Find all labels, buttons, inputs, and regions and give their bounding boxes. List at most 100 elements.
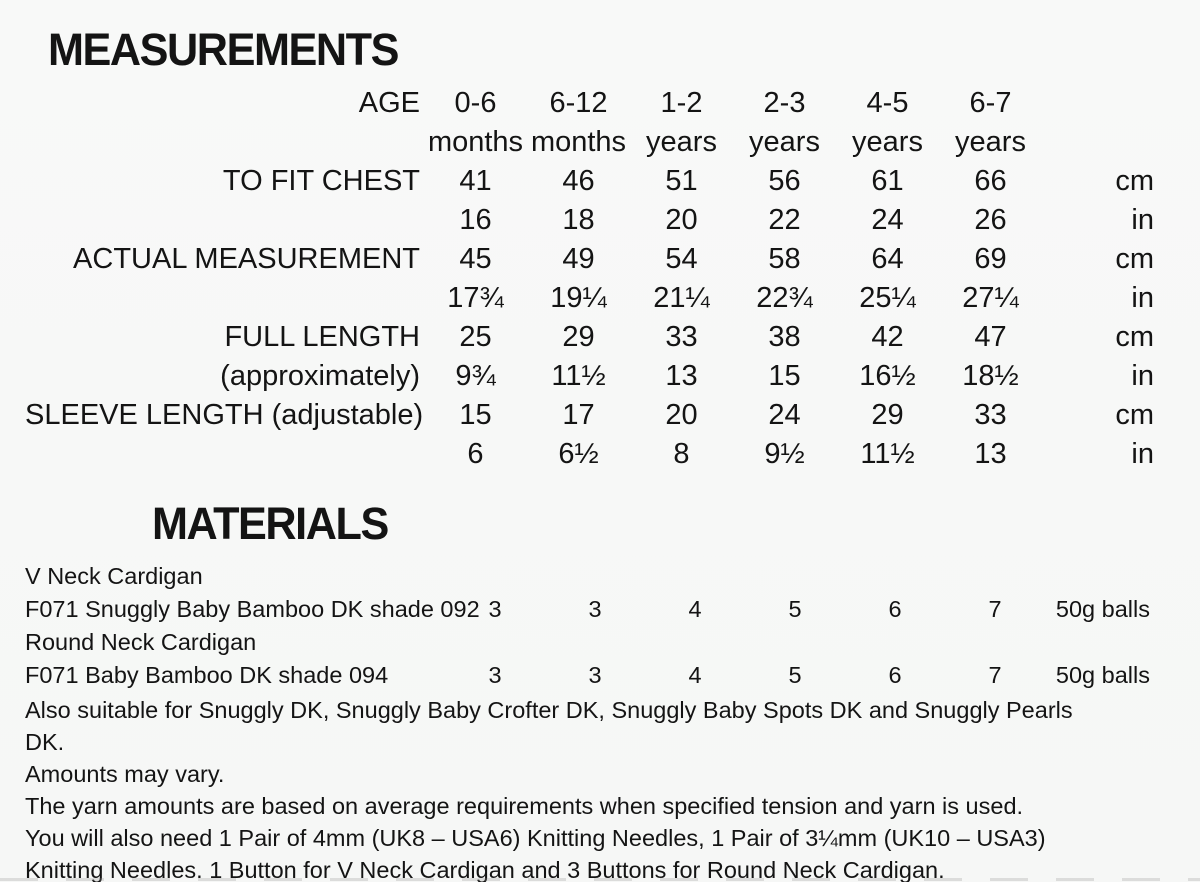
value-cell: 13 xyxy=(665,360,698,392)
value-cell: 56 xyxy=(768,165,801,197)
value-cell: 22¾ xyxy=(756,282,813,314)
value-cell: 25 xyxy=(459,321,492,353)
unit-cell: cm xyxy=(1115,243,1154,275)
row-label xyxy=(25,279,424,318)
value-cell: 29 xyxy=(562,321,595,353)
value-cell: 61 xyxy=(871,165,904,197)
value-cell: 25¼ xyxy=(859,282,916,314)
materials-table: V Neck Cardigan F071 Snuggly Baby Bamboo… xyxy=(25,560,1150,692)
value-cell: 16½ xyxy=(859,360,916,392)
value-cell: 45 xyxy=(459,243,492,275)
value-cell xyxy=(645,626,745,659)
note-paragraph: Also suitable for Snuggly DK, Snuggly Ba… xyxy=(25,697,1073,755)
row-label: ACTUAL MEASUREMENT xyxy=(73,243,420,275)
value-cell xyxy=(645,560,745,593)
note-paragraph: Amounts may vary. xyxy=(25,761,225,787)
yarn-label: F071 Baby Bamboo DK shade 094 xyxy=(25,662,389,688)
age-range-cell: 4-5 years xyxy=(852,87,923,158)
value-cell: 9½ xyxy=(764,438,805,470)
value-cell: 15 xyxy=(459,399,492,431)
measurement-row: FULL LENGTH 25 29 33 38 42 47 cm xyxy=(25,318,1154,357)
measurement-row: TO FIT CHEST 41 46 51 56 61 66 cm xyxy=(25,162,1154,201)
value-cell: 24 xyxy=(871,204,904,236)
row-label: SLEEVE LENGTH (adjustable) xyxy=(25,399,424,431)
age-header-row: AGE 0-6 months 6-12 months 1-2 years 2-3… xyxy=(25,84,1154,162)
value-cell: 4 xyxy=(688,662,702,688)
value-cell xyxy=(445,626,545,659)
measurement-row: SLEEVE LENGTH (adjustable) 15 17 20 24 2… xyxy=(25,396,1154,435)
measurement-row: 17¾ 19¼ 21¼ 22¾ 25¼ 27¼ in xyxy=(25,279,1154,318)
value-cell: 22 xyxy=(768,204,801,236)
yarn-row: F071 Baby Bamboo DK shade 094 3 3 4 5 6 … xyxy=(25,659,1150,692)
value-cell: 3 xyxy=(588,662,602,688)
unit-cell: 50g balls xyxy=(1055,596,1150,622)
value-cell: 9¾ xyxy=(455,360,496,392)
value-cell: 4 xyxy=(688,596,702,622)
yarn-label: F071 Snuggly Baby Bamboo DK shade 092 xyxy=(25,596,480,622)
value-cell xyxy=(945,626,1045,659)
scan-edge xyxy=(0,878,1200,881)
yarn-row: Round Neck Cardigan xyxy=(25,626,1150,659)
value-cell: 51 xyxy=(665,165,698,197)
value-cell: 21¼ xyxy=(653,282,710,314)
age-label: AGE xyxy=(358,87,420,119)
unit-cell xyxy=(1045,560,1150,593)
value-cell: 54 xyxy=(665,243,698,275)
value-cell: 69 xyxy=(974,243,1007,275)
value-cell: 24 xyxy=(768,399,801,431)
value-cell: 41 xyxy=(459,165,492,197)
measurement-row: 16 18 20 22 24 26 in xyxy=(25,201,1154,240)
unit-cell: in xyxy=(1131,204,1154,236)
measurement-row: 6 6½ 8 9½ 11½ 13 in xyxy=(25,435,1154,474)
age-range-cell: 1-2 years xyxy=(646,87,717,158)
value-cell: 64 xyxy=(871,243,904,275)
row-label xyxy=(25,201,424,240)
value-cell: 6 xyxy=(888,662,902,688)
value-cell: 33 xyxy=(665,321,698,353)
unit-cell: in xyxy=(1131,360,1154,392)
unit-cell: cm xyxy=(1115,321,1154,353)
value-cell: 17 xyxy=(562,399,595,431)
row-label: FULL LENGTH xyxy=(224,321,420,353)
value-cell: 6 xyxy=(888,596,902,622)
value-cell: 3 xyxy=(588,596,602,622)
value-cell: 6 xyxy=(467,438,484,470)
note-paragraph: The yarn amounts are based on average re… xyxy=(25,793,1024,819)
materials-title: MATERIALS xyxy=(152,498,389,549)
value-cell xyxy=(545,560,645,593)
value-cell xyxy=(845,560,945,593)
value-cell: 18½ xyxy=(962,360,1019,392)
value-cell: 5 xyxy=(788,596,802,622)
age-range-cell: 6-7 years xyxy=(955,87,1026,158)
age-range-cell: 6-12 months xyxy=(530,87,627,158)
value-cell: 11½ xyxy=(551,360,606,392)
value-cell: 8 xyxy=(673,438,690,470)
row-label xyxy=(25,435,424,474)
value-cell: 17¾ xyxy=(447,282,504,314)
value-cell: 20 xyxy=(665,399,698,431)
age-range-cell: 0-6 months xyxy=(427,87,524,158)
value-cell: 16 xyxy=(459,204,492,236)
value-cell xyxy=(445,560,545,593)
unit-cell xyxy=(1045,626,1150,659)
unit-cell: cm xyxy=(1115,165,1154,197)
value-cell: 58 xyxy=(768,243,801,275)
unit-cell: cm xyxy=(1115,399,1154,431)
value-cell: 27¼ xyxy=(962,282,1019,314)
value-cell: 66 xyxy=(974,165,1007,197)
value-cell: 11½ xyxy=(860,438,915,470)
note-paragraph: You will also need 1 Pair of 4mm (UK8 – … xyxy=(25,825,1046,882)
value-cell xyxy=(745,560,845,593)
value-cell: 3 xyxy=(488,662,502,688)
age-range-cell: 2-3 years xyxy=(749,87,820,158)
value-cell: 7 xyxy=(988,596,1002,622)
value-cell: 15 xyxy=(768,360,801,392)
value-cell: 42 xyxy=(871,321,904,353)
value-cell: 47 xyxy=(974,321,1007,353)
row-label: (approximately) xyxy=(220,360,420,392)
value-cell xyxy=(945,560,1045,593)
value-cell: 33 xyxy=(974,399,1007,431)
value-cell: 20 xyxy=(665,204,698,236)
value-cell: 46 xyxy=(562,165,595,197)
unit-cell xyxy=(1042,84,1154,162)
